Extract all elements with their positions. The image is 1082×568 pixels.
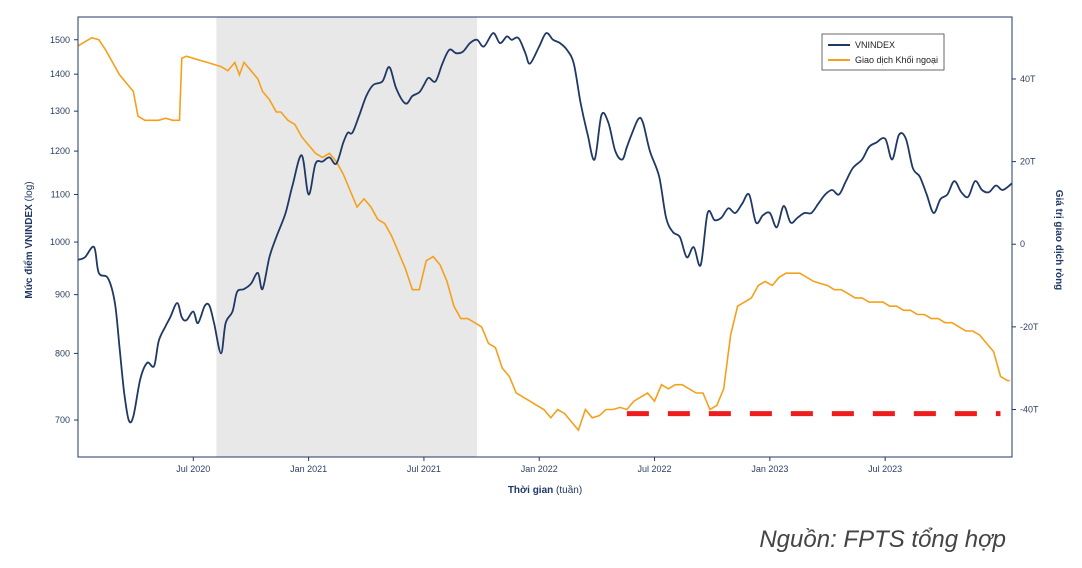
x-axis-title: Thời gian (tuần): [508, 484, 582, 496]
y-left-axis-ticks: 700 800 900 1000 1100 1200 1300 1400 1500: [50, 35, 78, 425]
y-left-tick-label: 1300: [50, 106, 70, 116]
y-left-tick-label: 1000: [50, 237, 70, 247]
shaded-period: [216, 17, 477, 457]
legend: VNINDEX Giao dịch Khối ngoại: [821, 33, 945, 71]
x-tick-label: Jan 2021: [290, 464, 327, 474]
legend-label-vnindex: VNINDEX: [855, 40, 895, 50]
y-right-tick-label: 40T: [1020, 74, 1036, 84]
y-right-tick-label: 20T: [1020, 157, 1036, 167]
x-tick-label: Jul 2023: [868, 464, 902, 474]
y-left-tick-label: 1400: [50, 69, 70, 79]
y-left-tick-label: 1200: [50, 146, 70, 156]
x-tick-label: Jan 2023: [751, 464, 788, 474]
y-left-axis-title: Mức điểm VNINDEX (log): [23, 181, 35, 298]
x-tick-label: Jan 2022: [521, 464, 558, 474]
y-left-tick-label: 800: [55, 348, 70, 358]
plot-area-frame: [77, 16, 1013, 458]
series-line-foreign-net: [77, 36, 1010, 432]
x-tick-label: Jul 2020: [176, 464, 210, 474]
y-right-tick-label: 0: [1020, 239, 1025, 249]
y-right-axis-ticks: 40T 20T 0 -20T -40T: [1012, 74, 1039, 414]
legend-box: [821, 33, 945, 71]
y-right-tick-label: -40T: [1020, 404, 1039, 414]
y-left-tick-label: 1500: [50, 35, 70, 45]
legend-label-foreign: Giao dịch Khối ngoại: [855, 55, 938, 65]
y-left-tick-label: 1100: [51, 190, 70, 200]
y-left-tick-label: 700: [55, 415, 70, 425]
x-tick-label: Jul 2021: [407, 464, 441, 474]
y-right-tick-label: -20T: [1020, 322, 1039, 332]
x-axis-ticks: Jul 2020 Jan 2021 Jul 2021 Jan 2022 Jul 2022…: [176, 457, 902, 474]
x-tick-label: Jul 2022: [638, 464, 672, 474]
source-note: Nguồn: FPTS tổng hợp: [759, 526, 1006, 553]
y-right-axis-title: Giá trị giao dịch ròng: [1053, 190, 1064, 291]
y-left-tick-label: 900: [55, 290, 70, 300]
series-line-vnindex: [77, 32, 1013, 424]
